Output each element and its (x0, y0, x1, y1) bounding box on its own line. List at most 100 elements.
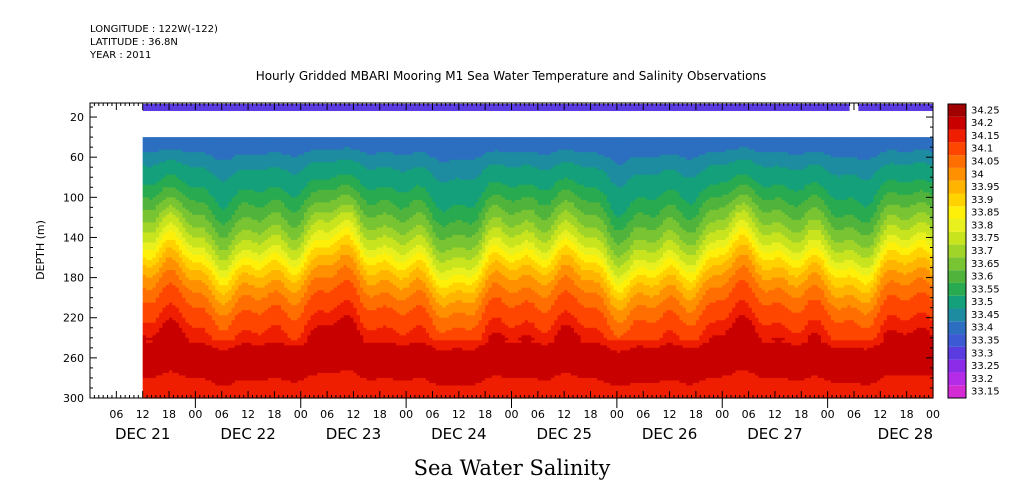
heatmap-cell (159, 280, 164, 284)
heatmap-cell (185, 257, 190, 261)
heatmap-cell (215, 234, 220, 239)
heatmap-cell (162, 352, 167, 356)
heatmap-cell (241, 280, 246, 284)
heatmap-cell (188, 330, 193, 334)
heatmap-cell (225, 365, 229, 369)
heatmap-cell (172, 392, 177, 397)
heatmap-cell (155, 182, 160, 186)
heatmap-cell (142, 370, 147, 374)
heatmap-cell (172, 367, 177, 372)
heatmap-cell (188, 147, 193, 151)
heatmap-cell (198, 209, 203, 213)
heatmap-cell (192, 307, 196, 311)
heatmap-cell (169, 184, 173, 188)
heatmap-cell (234, 154, 239, 158)
heatmap-cell (211, 312, 216, 316)
heatmap-cell (165, 255, 170, 259)
heatmap-cell (205, 142, 210, 146)
heatmap-cell (221, 380, 226, 384)
heatmap-cell (254, 307, 259, 311)
heatmap-cell (182, 277, 187, 281)
heatmap-cell (165, 360, 170, 364)
heatmap-cell (241, 262, 246, 266)
heatmap-cell (182, 157, 187, 161)
heatmap-cell (169, 217, 173, 221)
heatmap-cell (201, 207, 206, 211)
heatmap-cell (234, 224, 239, 229)
heatmap-cell (228, 390, 233, 394)
heatmap-cell (152, 147, 157, 151)
heatmap-cell (195, 270, 200, 274)
heatmap-cell (155, 277, 160, 281)
heatmap-cell (251, 347, 256, 351)
heatmap-cell (201, 362, 206, 366)
heatmap-cell (211, 250, 216, 254)
heatmap-cell (251, 177, 256, 181)
heatmap-cell (155, 335, 160, 339)
heatmap-cell (142, 162, 147, 166)
heatmap-cell (231, 337, 236, 341)
heatmap-cell (198, 139, 203, 143)
heatmap-cell (178, 187, 183, 191)
heatmap-cell (238, 285, 243, 289)
heatmap-cell (175, 162, 180, 166)
heatmap-cell (205, 357, 210, 361)
heatmap-cell (201, 340, 206, 344)
heatmap-cell (195, 250, 200, 254)
heatmap-cell (257, 224, 262, 229)
heatmap-cell (185, 199, 190, 203)
heatmap-cell (234, 252, 239, 256)
heatmap-cell (169, 285, 173, 289)
heatmap-cell (155, 177, 160, 181)
heatmap-cell (175, 194, 180, 198)
heatmap-cell (142, 367, 147, 372)
heatmap-cell (188, 202, 193, 206)
heatmap-cell (218, 337, 223, 341)
heatmap-cell (231, 154, 236, 158)
heatmap-cell (159, 255, 164, 259)
heatmap-cell (254, 247, 259, 251)
heatmap-cell (182, 182, 187, 186)
heatmap-cell (155, 375, 160, 379)
heatmap-cell (205, 262, 210, 266)
heatmap-cell (248, 174, 252, 178)
heatmap-cell (215, 392, 220, 397)
heatmap-cell (215, 262, 220, 266)
heatmap-cell (201, 350, 206, 354)
heatmap-cell (238, 227, 243, 231)
heatmap-cell (251, 360, 256, 364)
heatmap-cell (145, 315, 150, 319)
heatmap-cell (225, 297, 229, 301)
heatmap-cell (188, 385, 193, 389)
heatmap-cell (145, 305, 150, 309)
heatmap-cell (244, 174, 249, 178)
heatmap-cell (145, 352, 150, 356)
heatmap-cell (231, 217, 236, 221)
heatmap-cell (254, 305, 259, 309)
heatmap-cell (215, 242, 220, 246)
heatmap-cell (248, 315, 252, 319)
heatmap-cell (175, 332, 180, 336)
heatmap-cell (145, 350, 150, 354)
heatmap-cell (248, 372, 252, 377)
heatmap-cell (165, 167, 170, 171)
heatmap-cell (225, 375, 229, 379)
heatmap-cell (218, 159, 223, 163)
heatmap-cell (182, 307, 187, 311)
heatmap-cell (241, 182, 246, 186)
heatmap-cell (225, 147, 229, 151)
heatmap-cell (208, 179, 213, 183)
heatmap-cell (251, 209, 256, 213)
heatmap-cell (175, 392, 180, 397)
heatmap-cell (152, 202, 157, 206)
heatmap-cell (228, 182, 233, 186)
heatmap-cell (169, 204, 173, 208)
heatmap-cell (234, 345, 239, 349)
heatmap-cell (159, 335, 164, 339)
heatmap-cell (152, 164, 157, 168)
heatmap-cell (198, 144, 203, 148)
heatmap-cell (198, 152, 203, 156)
heatmap-cell (251, 262, 256, 266)
heatmap-cell (149, 392, 154, 397)
heatmap-cell (142, 320, 147, 324)
